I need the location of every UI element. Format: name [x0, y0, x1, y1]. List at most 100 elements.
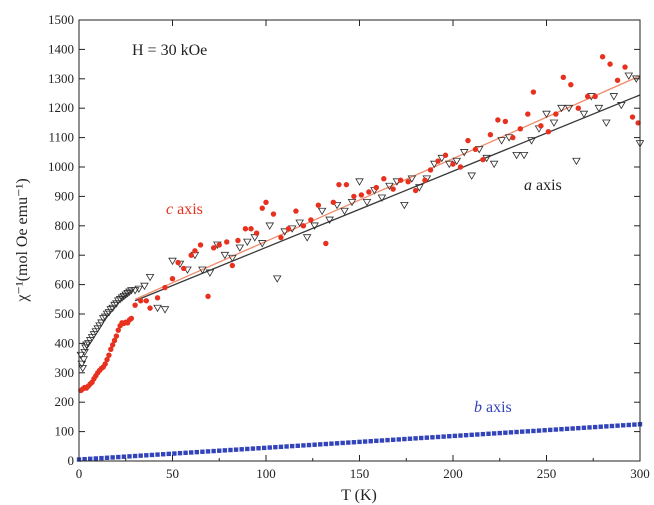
- c-axis-point: [330, 199, 337, 205]
- b-axis-point: [205, 449, 211, 454]
- a-axis-point: [400, 201, 409, 210]
- c-axis-point: [154, 295, 161, 301]
- b-axis-point: [149, 452, 155, 458]
- c-axis-point: [457, 164, 464, 170]
- b-axis-point: [480, 431, 486, 437]
- c-axis-point: [480, 156, 486, 163]
- a-axis-point: [347, 198, 357, 207]
- a-axis-point: [160, 306, 170, 314]
- a-axis-point: [130, 287, 140, 295]
- a-axis-point: [257, 240, 267, 248]
- b-axis-point: [183, 450, 188, 456]
- a-axis-label: a axis: [524, 177, 562, 194]
- b-axis-point: [564, 426, 570, 432]
- c-axis-point: [293, 208, 299, 214]
- c-axis-point: [147, 305, 153, 311]
- b-axis-point: [121, 454, 127, 459]
- b-axis-point: [486, 431, 491, 436]
- c-axis-point: [115, 327, 121, 333]
- y-tick-label: 1200: [48, 100, 74, 115]
- b-axis-point: [592, 424, 598, 430]
- b-axis-point: [587, 425, 592, 430]
- x-axis-title: T (K): [341, 487, 377, 504]
- c-axis-point: [487, 131, 494, 138]
- a-axis-point: [557, 104, 566, 113]
- b-axis-point: [346, 440, 351, 445]
- a-axis-point: [340, 207, 349, 216]
- y-tick-label: 1300: [48, 71, 74, 86]
- c-axis-label-text: axis: [173, 201, 203, 218]
- b-axis-point: [340, 440, 345, 446]
- y-tick-label: 400: [55, 335, 75, 350]
- x-tick-label: 50: [166, 466, 179, 481]
- c-axis-point: [109, 342, 116, 348]
- c-axis-point: [390, 186, 396, 192]
- a-axis-point: [602, 119, 611, 127]
- x-tick-label: 0: [76, 466, 83, 481]
- b-axis-point: [402, 436, 407, 442]
- b-axis-point: [88, 456, 93, 462]
- a-axis-point: [302, 234, 312, 242]
- c-axis-point: [188, 252, 194, 258]
- c-axis-label: c axis: [166, 201, 203, 218]
- a-axis-point: [235, 244, 245, 252]
- a-axis-point: [497, 137, 506, 145]
- c-axis-point: [397, 177, 404, 183]
- b-axis-point: [548, 427, 553, 433]
- b-axis-point: [127, 454, 132, 459]
- b-axis-point: [362, 439, 368, 444]
- a-axis-point: [325, 216, 334, 224]
- c-axis-point: [132, 302, 138, 308]
- b-axis-point: [357, 439, 362, 445]
- b-axis-point: [491, 431, 497, 436]
- a-axis-point: [106, 306, 116, 314]
- c-axis-point: [108, 346, 114, 352]
- c-axis-point: [525, 111, 531, 117]
- c-axis-point: [450, 161, 456, 167]
- c-axis-point: [622, 64, 628, 70]
- b-axis-point: [620, 423, 626, 428]
- c-axis-point: [472, 146, 479, 153]
- c-axis-point: [197, 242, 204, 248]
- a-axis-point: [198, 266, 207, 274]
- b-axis-point: [368, 438, 373, 444]
- c-axis-point: [465, 137, 471, 144]
- a-axis-point: [110, 301, 119, 310]
- a-axis-point: [489, 160, 499, 169]
- c-axis-point: [568, 81, 574, 88]
- c-axis-point: [584, 93, 591, 100]
- b-axis-point: [536, 428, 542, 433]
- b-axis-point: [160, 452, 166, 457]
- b-axis-point: [430, 435, 435, 440]
- b-axis-point: [615, 423, 620, 428]
- c-axis-point: [181, 265, 187, 272]
- a-axis-point: [145, 273, 155, 282]
- c-axis-point: [248, 226, 254, 232]
- c-axis-point: [575, 105, 581, 111]
- b-axis-point: [323, 441, 329, 447]
- c-axis-point: [270, 211, 277, 217]
- a-axis-point: [134, 285, 144, 294]
- b-axis-point: [441, 434, 446, 439]
- c-axis-point: [599, 54, 606, 60]
- a-axis-point: [467, 172, 476, 180]
- b-axis-point: [110, 455, 115, 460]
- c-axis-point: [358, 192, 365, 198]
- b-axis-point: [632, 422, 637, 427]
- c-axis-point: [502, 118, 509, 125]
- b-axis-point: [144, 453, 149, 458]
- a-axis-point: [624, 72, 634, 80]
- b-axis-point: [519, 429, 525, 434]
- c-axis-point: [210, 245, 217, 251]
- a-axis-point: [549, 119, 559, 127]
- a-axis-point: [228, 254, 237, 263]
- x-axis-ticks: 0 50 100 150 200 250 300: [76, 20, 650, 481]
- b-axis-point: [419, 435, 424, 441]
- c-axis-point: [336, 181, 342, 188]
- b-axis-point: [334, 441, 340, 446]
- a-axis-point: [81, 344, 90, 352]
- b-axis-point: [99, 455, 104, 461]
- series-c-axis: [78, 54, 641, 394]
- c-axis-point: [143, 298, 150, 304]
- a-axis-point: [78, 365, 88, 373]
